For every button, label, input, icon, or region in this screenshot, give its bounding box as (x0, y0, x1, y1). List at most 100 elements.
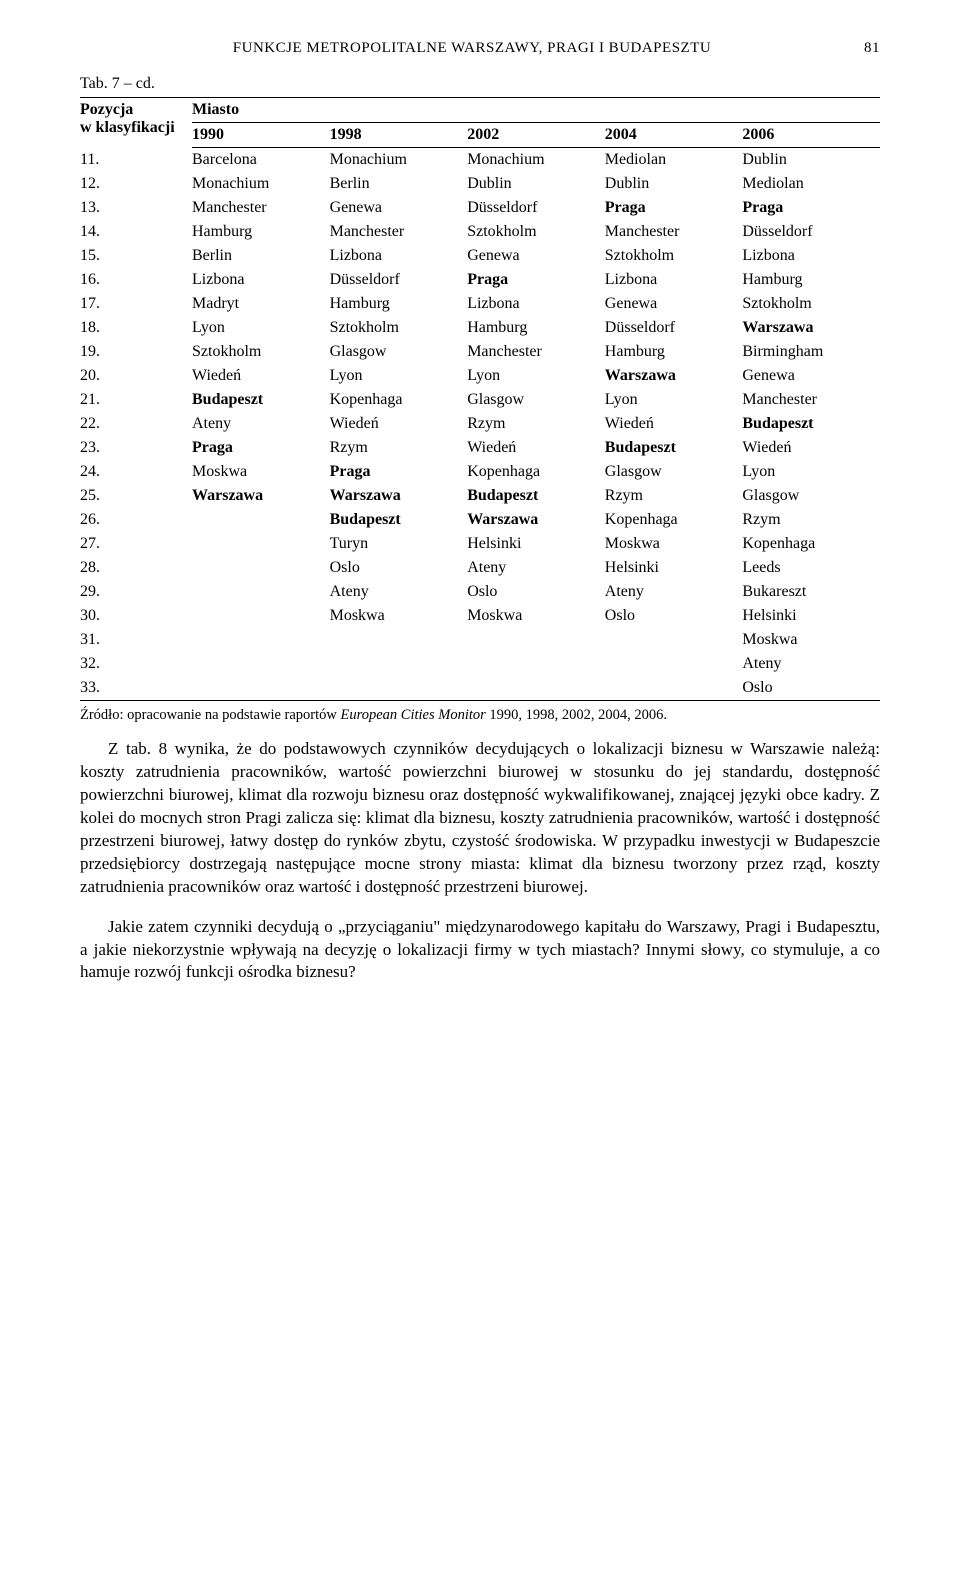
cell-city (192, 628, 330, 652)
table-row: 25.WarszawaWarszawaBudapesztRzymGlasgow (80, 484, 880, 508)
cell-city: Praga (192, 436, 330, 460)
cell-city: Moskwa (192, 460, 330, 484)
cell-city: Düsseldorf (467, 196, 605, 220)
cell-position: 24. (80, 460, 192, 484)
cell-city: Hamburg (330, 292, 468, 316)
cell-position: 27. (80, 532, 192, 556)
cell-city (467, 676, 605, 701)
table-row: 21.BudapesztKopenhagaGlasgowLyonManchest… (80, 388, 880, 412)
cell-city: Warszawa (605, 364, 743, 388)
cell-position: 26. (80, 508, 192, 532)
cell-city: Leeds (742, 556, 880, 580)
cell-city (605, 652, 743, 676)
cell-city (467, 628, 605, 652)
cell-city: Dublin (605, 172, 743, 196)
cell-city: Berlin (192, 244, 330, 268)
cell-city: Rzym (742, 508, 880, 532)
table-row: 19.SztokholmGlasgowManchesterHamburgBirm… (80, 340, 880, 364)
cell-position: 18. (80, 316, 192, 340)
cell-city: Rzym (467, 412, 605, 436)
cell-city: Ateny (742, 652, 880, 676)
table-row: 11.BarcelonaMonachiumMonachiumMediolanDu… (80, 148, 880, 173)
cell-city: Budapeszt (330, 508, 468, 532)
cell-city: Helsinki (467, 532, 605, 556)
table-row: 30.MoskwaMoskwaOsloHelsinki (80, 604, 880, 628)
table-row: 26.BudapesztWarszawaKopenhagaRzym (80, 508, 880, 532)
table-row: 13.ManchesterGenewaDüsseldorfPragaPraga (80, 196, 880, 220)
cell-city: Birmingham (742, 340, 880, 364)
table-row: 27.TurynHelsinkiMoskwaKopenhaga (80, 532, 880, 556)
col-header-year: 1998 (330, 123, 468, 148)
cell-city: Helsinki (742, 604, 880, 628)
table-row: 12.MonachiumBerlinDublinDublinMediolan (80, 172, 880, 196)
cell-city: Moskwa (742, 628, 880, 652)
cell-city: Budapeszt (192, 388, 330, 412)
cell-city: Hamburg (742, 268, 880, 292)
cell-city (605, 628, 743, 652)
cell-city (330, 676, 468, 701)
cell-city: Wiedeń (605, 412, 743, 436)
cell-city: Ateny (467, 556, 605, 580)
cell-city (192, 580, 330, 604)
cell-city: Praga (330, 460, 468, 484)
col-header-year: 1990 (192, 123, 330, 148)
cell-city: Rzym (330, 436, 468, 460)
cell-position: 21. (80, 388, 192, 412)
cell-city: Lyon (605, 388, 743, 412)
table-row: 32. Ateny (80, 652, 880, 676)
cell-city (192, 676, 330, 701)
cell-city (192, 652, 330, 676)
cell-city: Moskwa (467, 604, 605, 628)
cell-city: Monachium (330, 148, 468, 173)
cell-city: Hamburg (467, 316, 605, 340)
cell-city: Ateny (192, 412, 330, 436)
table-row: 23.PragaRzymWiedeńBudapesztWiedeń (80, 436, 880, 460)
cell-city: Lyon (742, 460, 880, 484)
cell-city: Budapeszt (605, 436, 743, 460)
page-header: FUNKCJE METROPOLITALNE WARSZAWY, PRAGI I… (80, 40, 880, 57)
cell-city: Lizbona (605, 268, 743, 292)
cell-city: Hamburg (192, 220, 330, 244)
table-row: 33.Oslo (80, 676, 880, 701)
cell-city: Warszawa (330, 484, 468, 508)
cell-position: 13. (80, 196, 192, 220)
cell-city (330, 652, 468, 676)
cell-position: 30. (80, 604, 192, 628)
cell-city: Oslo (467, 580, 605, 604)
cell-position: 33. (80, 676, 192, 701)
cell-city: Dublin (742, 148, 880, 173)
cell-city: Manchester (330, 220, 468, 244)
cell-city: Helsinki (605, 556, 743, 580)
cell-city: Wiedeń (192, 364, 330, 388)
table-row: 28.OsloAtenyHelsinkiLeeds (80, 556, 880, 580)
cell-position: 17. (80, 292, 192, 316)
cell-city: Düsseldorf (330, 268, 468, 292)
cell-city: Kopenhaga (330, 388, 468, 412)
table-row: 31.Moskwa (80, 628, 880, 652)
cell-city: Monachium (192, 172, 330, 196)
cell-position: 23. (80, 436, 192, 460)
table-caption: Tab. 7 – cd. (80, 75, 880, 93)
header-title: FUNKCJE METROPOLITALNE WARSZAWY, PRAGI I… (233, 40, 711, 56)
cell-city: Sztokholm (330, 316, 468, 340)
cell-position: 32. (80, 652, 192, 676)
cell-city (192, 508, 330, 532)
ranking-table: Pozycja w klasyfikacji Miasto 1990 1998 … (80, 97, 880, 701)
cell-city: Manchester (742, 388, 880, 412)
cell-position: 22. (80, 412, 192, 436)
cell-city: Sztokholm (605, 244, 743, 268)
cell-city: Turyn (330, 532, 468, 556)
cell-city: Wiedeń (330, 412, 468, 436)
cell-city: Sztokholm (467, 220, 605, 244)
cell-city (192, 532, 330, 556)
table-row: 17.MadrytHamburgLizbonaGenewaSztokholm (80, 292, 880, 316)
cell-position: 19. (80, 340, 192, 364)
cell-city: Lizbona (192, 268, 330, 292)
cell-city: Hamburg (605, 340, 743, 364)
cell-city: Bukareszt (742, 580, 880, 604)
col-header-group: Miasto (192, 98, 880, 123)
cell-position: 15. (80, 244, 192, 268)
cell-city: Düsseldorf (742, 220, 880, 244)
cell-city: Glasgow (742, 484, 880, 508)
cell-city: Kopenhaga (467, 460, 605, 484)
